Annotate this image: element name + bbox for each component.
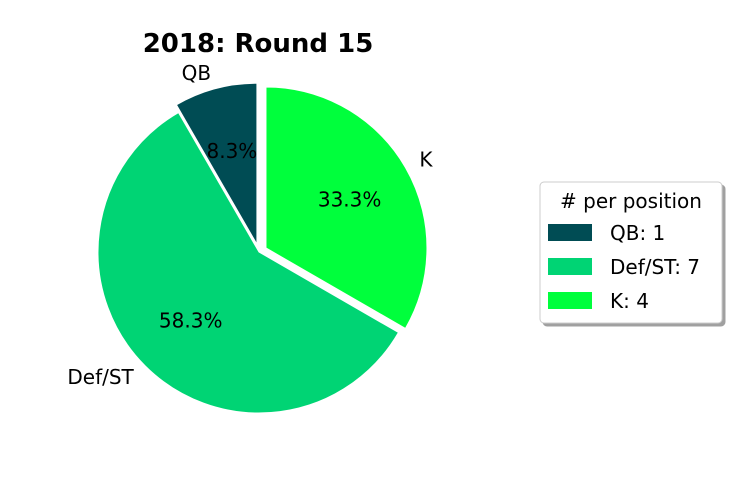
pie-slice-def-st xyxy=(97,111,400,414)
slice-percent-label: 8.3% xyxy=(207,139,258,163)
slice-label: QB xyxy=(182,61,211,85)
chart-title: 2018: Round 15 xyxy=(143,29,374,59)
legend-title: # per position xyxy=(560,189,702,213)
slice-percent-label: 58.3% xyxy=(159,308,223,332)
legend-box xyxy=(539,181,723,324)
legend: # per position QB: 1 Def/ST: 7 K: 4 xyxy=(539,181,723,324)
legend-entries: QB: 1 Def/ST: 7 K: 4 xyxy=(548,221,700,313)
slice-percent-label: 33.3% xyxy=(318,188,382,212)
legend-entry-label: K: 4 xyxy=(610,289,649,313)
pie-percent-labels: 8.3% 58.3% 33.3% xyxy=(159,139,381,332)
legend-swatch xyxy=(548,258,592,275)
pie-slice-k xyxy=(265,86,428,330)
legend-entry-label: Def/ST: 7 xyxy=(610,255,700,279)
legend-swatch xyxy=(548,292,592,309)
legend-swatch xyxy=(548,224,592,241)
slice-label: K xyxy=(419,147,433,171)
legend-entry-label: QB: 1 xyxy=(610,221,665,245)
pie-slice-labels: QB Def/ST K xyxy=(67,61,433,389)
pie-slice-qb xyxy=(175,82,258,247)
slice-label: Def/ST xyxy=(67,365,134,389)
pie-slices xyxy=(97,82,428,414)
